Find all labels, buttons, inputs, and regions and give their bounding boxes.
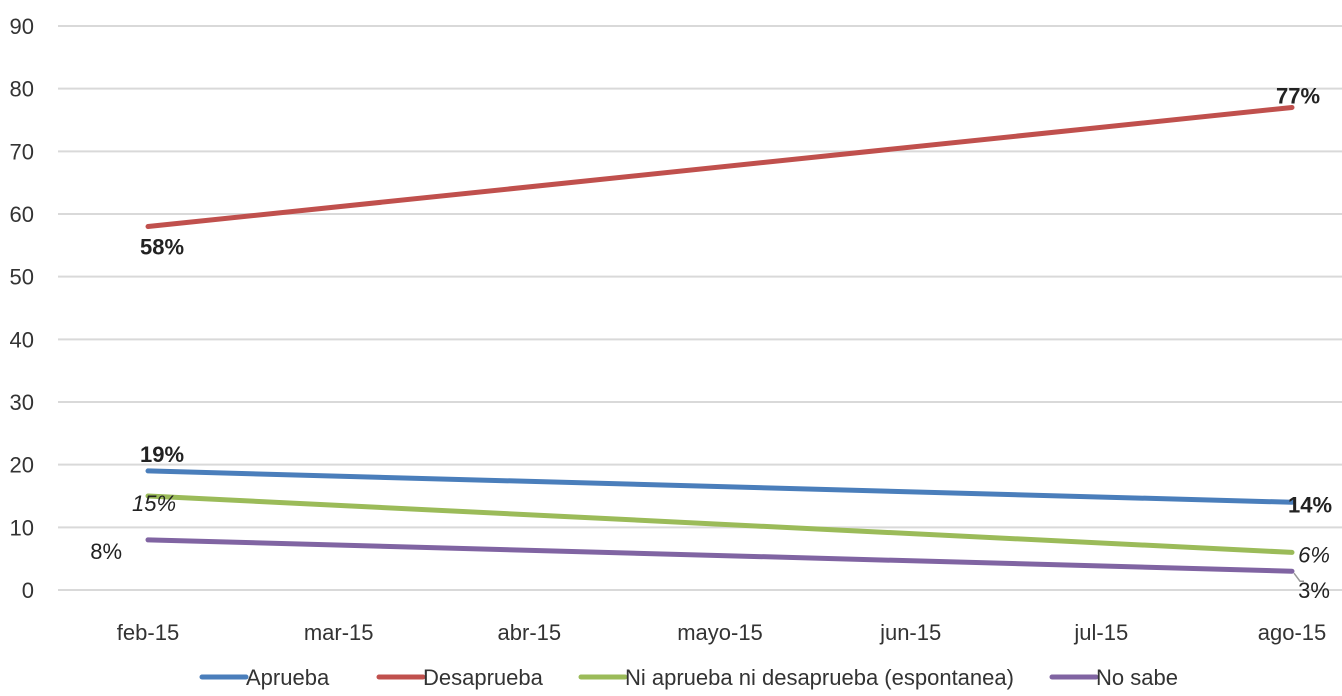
series-line — [148, 107, 1292, 226]
x-tick-label: feb-15 — [117, 620, 179, 645]
y-tick-label: 70 — [10, 139, 34, 164]
y-tick-label: 10 — [10, 515, 34, 540]
x-tick-label: mar-15 — [304, 620, 374, 645]
x-tick-label: jul-15 — [1073, 620, 1128, 645]
legend-label: Aprueba — [246, 665, 330, 690]
data-label: 15% — [132, 491, 176, 516]
y-tick-label: 20 — [10, 453, 34, 478]
data-label: 8% — [90, 539, 122, 564]
data-label: 77% — [1276, 83, 1320, 108]
data-label: 14% — [1288, 492, 1332, 517]
y-tick-label: 60 — [10, 202, 34, 227]
gridlines — [58, 26, 1342, 590]
y-tick-label: 40 — [10, 327, 34, 352]
series-line — [148, 471, 1292, 502]
y-tick-label: 30 — [10, 390, 34, 415]
data-label: 19% — [140, 442, 184, 467]
data-label: 6% — [1298, 542, 1330, 567]
y-axis-ticks: 0 10 20 30 40 50 60 70 80 90 — [10, 14, 34, 603]
x-tick-label: mayo-15 — [677, 620, 763, 645]
y-tick-label: 50 — [10, 265, 34, 290]
x-tick-label: abr-15 — [498, 620, 562, 645]
legend-label: No sabe — [1096, 665, 1178, 690]
legend-label: Ni aprueba ni desaprueba (espontanea) — [625, 665, 1014, 690]
data-label: 58% — [140, 235, 184, 260]
y-tick-label: 80 — [10, 77, 34, 102]
legend-label: Desaprueba — [423, 665, 544, 690]
x-axis-ticks: feb-15 mar-15 abr-15 mayo-15 jun-15 jul-15 ago… — [117, 620, 1326, 645]
x-tick-label: jun-15 — [879, 620, 941, 645]
y-tick-label: 0 — [22, 578, 34, 603]
y-tick-label: 90 — [10, 14, 34, 39]
x-tick-label: ago-15 — [1258, 620, 1327, 645]
legend: Aprueba Desaprueba Ni aprueba ni desaprueb… — [202, 665, 1178, 690]
